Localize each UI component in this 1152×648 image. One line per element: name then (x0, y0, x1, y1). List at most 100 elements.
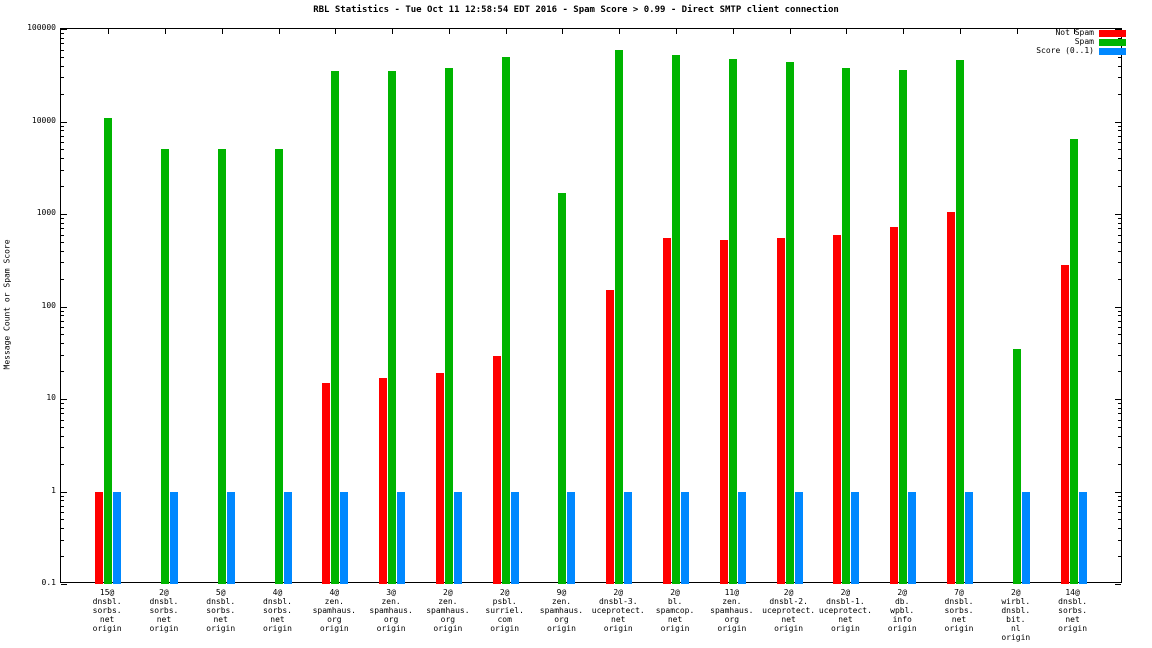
y-minor-tick (61, 413, 64, 415)
bar-score-0-1--12 (794, 491, 803, 584)
y-minor-tick (61, 56, 64, 58)
legend-label-score-0-1-: Score (0..1) (1036, 46, 1094, 55)
y-minor-tick (61, 463, 64, 465)
x-category-label: 2@ dnsbl-2. uceprotect. net origin (762, 588, 816, 633)
y-minor-tick (1118, 228, 1121, 230)
y-minor-tick (61, 495, 64, 497)
y-tick-label: 0.1 (41, 578, 56, 587)
x-tick (221, 29, 223, 34)
y-minor-tick (61, 65, 64, 67)
y-minor-tick (1118, 130, 1121, 132)
y-minor-tick (1118, 77, 1121, 79)
bar-score-0-1--15 (965, 491, 973, 584)
x-category-label: 2@ dnsbl-3. uceprotect. net origin (591, 588, 645, 633)
y-minor-tick (1118, 56, 1121, 58)
y-minor-tick (61, 512, 64, 514)
y-tick-label: 1000 (36, 208, 56, 217)
x-tick (619, 29, 621, 34)
y-minor-tick (61, 234, 64, 236)
bar-not-spam-9 (606, 290, 615, 584)
x-category-label: 2@ zen. spamhaus. org origin (426, 588, 470, 633)
y-minor-tick (61, 222, 64, 224)
y-major-tick (1115, 584, 1121, 585)
y-minor-tick (61, 218, 64, 220)
y-major-tick (61, 306, 67, 308)
bar-not-spam-4 (322, 382, 331, 584)
bar-score-0-1--6 (453, 491, 462, 584)
x-tick (392, 29, 394, 34)
bar-spam-2 (217, 149, 226, 584)
y-minor-tick (61, 37, 64, 39)
x-tick (108, 29, 110, 34)
x-tick (1016, 29, 1018, 34)
y-major-tick (1115, 214, 1121, 215)
y-minor-tick (1118, 407, 1121, 409)
y-minor-tick (61, 310, 64, 312)
x-category-label: 2@ dnsbl. sorbs. net origin (149, 588, 179, 633)
y-minor-tick (61, 539, 64, 541)
y-minor-tick (61, 43, 64, 45)
bar-score-0-1--3 (283, 491, 292, 584)
y-minor-tick (1118, 65, 1121, 67)
bar-score-0-1--9 (624, 491, 633, 584)
y-minor-tick (1118, 218, 1121, 220)
y-minor-tick (1118, 37, 1121, 39)
bar-not-spam-10 (663, 238, 672, 584)
y-minor-tick (1118, 354, 1121, 356)
y-minor-tick (1118, 234, 1121, 236)
y-minor-tick (61, 334, 64, 336)
y-minor-tick (1118, 371, 1121, 373)
y-minor-tick (1118, 419, 1121, 421)
x-category-label: 7@ dnsbl. sorbs. net origin (944, 588, 974, 633)
legend-row: Score (0..1) (1036, 47, 1126, 55)
y-minor-tick (61, 426, 64, 428)
x-tick (278, 29, 280, 34)
y-minor-tick (1118, 186, 1121, 188)
bar-spam-10 (672, 55, 681, 584)
y-tick-label: 1 (51, 485, 56, 495)
bar-spam-11 (728, 59, 737, 584)
x-tick (676, 29, 678, 34)
legend-swatch-spam (1099, 38, 1126, 46)
x-category-label: 3@ zen. spamhaus. org origin (369, 588, 413, 633)
y-minor-tick (61, 447, 64, 449)
y-minor-tick (61, 343, 64, 345)
y-minor-tick (61, 49, 64, 51)
y-minor-tick (61, 371, 64, 373)
y-minor-tick (61, 505, 64, 507)
bar-spam-17 (1069, 138, 1078, 584)
x-tick (846, 29, 848, 34)
bar-score-0-1--1 (169, 491, 178, 584)
y-minor-tick (1118, 169, 1121, 171)
bar-not-spam-11 (719, 240, 728, 584)
y-minor-tick (61, 500, 64, 502)
bar-not-spam-12 (776, 238, 785, 584)
legend-label-not-spam: Not Spam (1055, 28, 1094, 37)
y-minor-tick (1118, 519, 1121, 521)
x-tick (505, 29, 507, 34)
x-tick (164, 29, 166, 34)
y-minor-tick (1118, 158, 1121, 160)
bar-spam-3 (274, 149, 283, 584)
plot-area (60, 28, 1122, 585)
y-minor-tick (61, 403, 64, 405)
x-category-label: 4@ dnsbl. sorbs. net origin (263, 588, 292, 633)
y-minor-tick (1118, 262, 1121, 264)
y-major-tick (61, 214, 67, 215)
bar-score-0-1--14 (908, 491, 917, 584)
bar-not-spam-15 (947, 212, 955, 584)
y-major-tick (1115, 306, 1121, 308)
bar-score-0-1--16 (1021, 491, 1030, 584)
x-category-label: 2@ bl. spamcop. net origin (655, 588, 695, 633)
x-category-label: 9@ zen. spamhaus. org origin (539, 588, 584, 633)
y-minor-tick (61, 327, 64, 329)
y-minor-tick (61, 320, 64, 322)
legend-swatch-not-spam (1099, 29, 1126, 37)
x-tick (335, 29, 337, 34)
bar-not-spam-6 (435, 373, 444, 584)
y-minor-tick (61, 158, 64, 160)
y-minor-tick (61, 142, 64, 144)
y-minor-tick (1118, 93, 1121, 95)
legend-row: Spam (1075, 38, 1126, 46)
x-tick (732, 29, 734, 34)
